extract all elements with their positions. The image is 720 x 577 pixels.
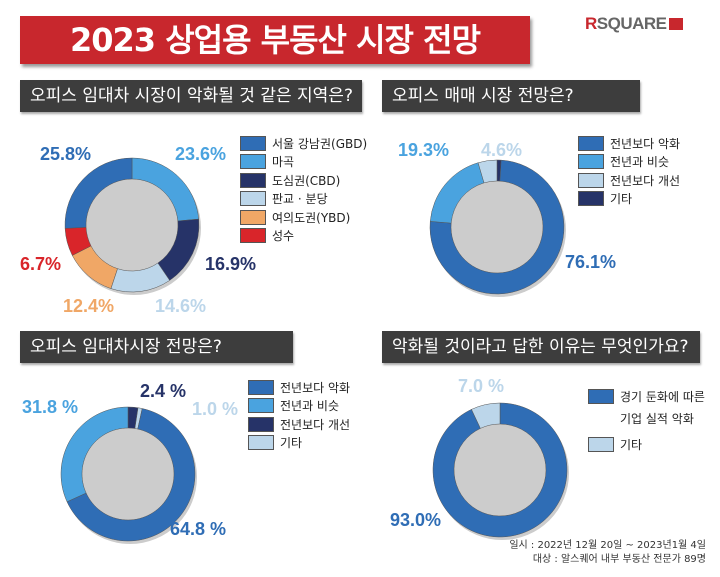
- data-label: 93.0%: [390, 510, 442, 530]
- legend-swatch: [248, 435, 274, 451]
- question-header-1: 오피스 임대차 시장이 악화될 것 같은 지역은?: [20, 80, 362, 112]
- data-label: 7.0 %: [458, 376, 505, 396]
- legend-item: 전년보다 개선: [248, 415, 350, 434]
- legend-item: 전년보다 악화: [248, 378, 350, 397]
- legend-label: 마곡: [272, 155, 295, 170]
- legend-item: 성수: [240, 227, 367, 246]
- donut-slice-3-1: [66, 408, 196, 542]
- legend-label: 성수: [272, 229, 295, 244]
- legend-label: 전년보다 개선: [280, 417, 351, 432]
- data-label: 2.4 %: [140, 381, 187, 401]
- legend-item: 서울 강남권(GBD): [240, 134, 367, 153]
- data-label: 14.6%: [155, 296, 207, 316]
- legend-label: 경기 둔화에 따른 기업 실적 악화: [620, 390, 705, 426]
- legend-item: 전년과 비슷: [578, 153, 680, 172]
- data-label: 12.4%: [63, 296, 115, 316]
- question-header-4: 악화될 것이라고 답한 이유는 무엇인가요?: [382, 331, 700, 363]
- data-label: 1.0 %: [192, 399, 239, 419]
- legend-item: 마곡: [240, 153, 367, 172]
- legend-item: 경기 둔화에 따른 기업 실적 악화: [588, 386, 705, 434]
- legend-label: 전년과 비슷: [280, 399, 340, 414]
- legend-swatch: [578, 154, 604, 170]
- data-label: 76.1%: [565, 252, 617, 272]
- legend-swatch: [240, 135, 266, 151]
- legend-item: 판교 · 분당: [240, 190, 367, 209]
- legend-swatch: [240, 209, 266, 225]
- legend-item: 전년보다 악화: [578, 134, 680, 153]
- legend-swatch: [578, 135, 604, 151]
- donut-slice-1-1: [64, 157, 133, 229]
- legend-swatch: [588, 437, 614, 452]
- data-label: 64.8 %: [170, 519, 227, 539]
- legend-label: 기타: [610, 192, 633, 207]
- legend-label: 도심권(CBD): [272, 173, 341, 188]
- survey-date: 일시 : 2022년 12월 20일 ~ 2023년1월 4일: [509, 540, 706, 551]
- legend-swatch: [240, 191, 266, 207]
- data-label: 31.8 %: [22, 397, 79, 417]
- legend-item: 여의도권(YBD): [240, 208, 367, 227]
- data-label: 25.8%: [40, 144, 92, 164]
- legend-swatch: [240, 228, 266, 244]
- donut-slice-2-3: [477, 159, 498, 184]
- legend-swatch: [578, 191, 604, 207]
- survey-target: 대상 : 알스퀘어 내부 부동산 전문가 89명: [532, 554, 706, 565]
- donut-slice-4-2: [471, 402, 501, 429]
- question-header-3: 오피스 임대차시장 전망은?: [20, 331, 293, 363]
- legend-label: 서울 강남권(GBD): [272, 136, 368, 151]
- donut-slice-3-2: [60, 406, 129, 503]
- legend-swatch: [578, 172, 604, 188]
- legend-item: 도심권(CBD): [240, 171, 367, 190]
- legend-label: 여의도권(YBD): [272, 210, 351, 225]
- legend-item: 전년과 비슷: [248, 397, 350, 416]
- donut-slice-2-1: [429, 159, 565, 295]
- data-label: 4.6%: [481, 140, 523, 160]
- data-label: 23.6%: [175, 144, 227, 164]
- survey-footnote: 일시 : 2022년 12월 20일 ~ 2023년1월 4일 대상 : 알스퀘…: [509, 539, 706, 567]
- legend-label: 전년보다 개선: [610, 173, 681, 188]
- legend-label: 기타: [280, 436, 303, 451]
- legend-item: 기타: [578, 190, 680, 209]
- data-label: 19.3%: [398, 140, 450, 160]
- legend-item: 기타: [588, 434, 705, 460]
- data-label: 6.7%: [20, 254, 62, 274]
- data-label: 16.9%: [205, 254, 257, 274]
- legend-swatch: [240, 154, 266, 170]
- legend-swatch: [240, 172, 266, 188]
- legend-label: 전년보다 악화: [610, 136, 681, 151]
- rsquare-logo: RSQUARE: [585, 14, 683, 34]
- legend-swatch: [248, 379, 274, 395]
- legend-label: 전년보다 악화: [280, 380, 351, 395]
- legend-swatch: [248, 416, 274, 432]
- legend-label: 판교 · 분당: [272, 192, 328, 207]
- legend-item: 기타: [248, 434, 350, 453]
- legend-label: 기타: [620, 438, 643, 452]
- legend-item: 전년보다 개선: [578, 171, 680, 190]
- legend-swatch: [248, 398, 274, 414]
- page-title: 2023 상업용 부동산 시장 전망: [20, 16, 530, 64]
- question-header-2: 오피스 매매 시장 전망은?: [382, 80, 640, 112]
- legend-swatch: [588, 389, 614, 404]
- legend-label: 전년과 비슷: [610, 155, 670, 170]
- logo-mark-icon: [668, 18, 683, 30]
- donut-slice-4-1: [432, 402, 568, 538]
